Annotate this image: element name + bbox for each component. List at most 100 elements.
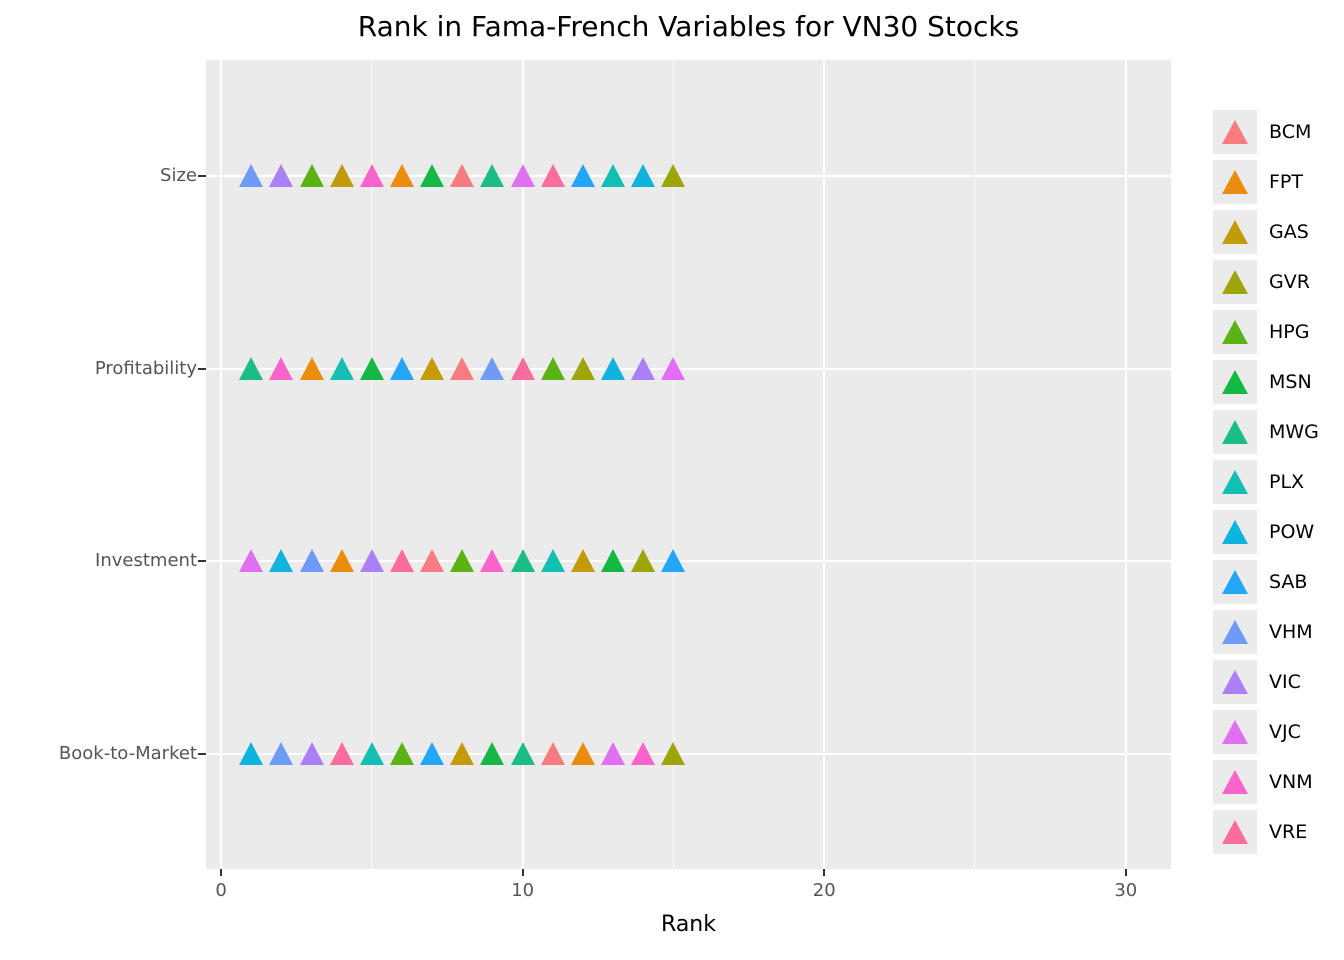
marker-investment-fpt (329, 549, 354, 572)
marker-book-to-market-pow (239, 742, 264, 766)
marker-profitability-vhm (480, 356, 505, 380)
legend-label-fpt: FPT (1269, 171, 1303, 193)
marker-investment-sab (661, 549, 686, 572)
y-tickmark-size (198, 175, 206, 177)
gridline-x-minor-15 (672, 60, 674, 869)
marker-investment-vic (359, 549, 384, 572)
legend-entry-msn: MSN (1213, 360, 1319, 404)
marker-investment-pow (269, 549, 294, 572)
gridline-x-minor-25 (974, 60, 976, 869)
triangle-marker-icon (1222, 270, 1248, 294)
triangle-marker-icon (1222, 470, 1248, 494)
legend-label-plx: PLX (1269, 471, 1305, 493)
gridline-x-minor-5 (371, 60, 373, 869)
legend-entry-pow: POW (1213, 510, 1319, 554)
x-tick-label-20: 20 (812, 880, 836, 901)
x-tickmark-10 (521, 869, 524, 876)
triangle-marker-icon (1222, 170, 1248, 194)
y-tick-label-investment: Investment (95, 550, 197, 571)
legend-label-vjc: VJC (1269, 721, 1301, 743)
y-tickmark-book-to-market (198, 753, 206, 756)
x-axis-title: Rank (661, 912, 716, 937)
marker-book-to-market-gvr (661, 742, 686, 766)
legend-label-bcm: BCM (1269, 121, 1312, 143)
x-tick-label-0: 0 (215, 880, 227, 901)
marker-profitability-gvr (570, 356, 595, 380)
marker-profitability-vnm (269, 356, 294, 380)
y-tick-label-size: Size (160, 165, 197, 186)
legend-entry-gas: GAS (1213, 210, 1319, 254)
chart-title: Rank in Fama-French Variables for VN30 S… (357, 10, 1020, 43)
legend-entry-vjc: VJC (1213, 710, 1319, 754)
marker-profitability-bcm (450, 356, 475, 380)
legend-entry-sab: SAB (1213, 560, 1319, 604)
legend-swatch-msn (1213, 360, 1257, 404)
legend-swatch-pow (1213, 510, 1257, 554)
marker-book-to-market-msn (480, 742, 505, 766)
marker-size-mwg (480, 164, 505, 187)
legend-entry-vhm: VHM (1213, 610, 1319, 654)
legend-label-gvr: GVR (1269, 271, 1310, 293)
marker-size-hpg (299, 164, 324, 187)
y-tick-label-book-to-market: Book-to-Market (58, 743, 197, 765)
marker-investment-vjc (239, 549, 264, 572)
triangle-marker-icon (1222, 420, 1248, 444)
legend: BCM FPT GAS GVR HPG MSN MWG PLX POW SAB VHM VIC VJC V… (1213, 110, 1319, 854)
legend-swatch-plx (1213, 460, 1257, 504)
legend-swatch-sab (1213, 560, 1257, 604)
legend-label-mwg: MWG (1269, 421, 1319, 443)
marker-size-plx (601, 164, 626, 187)
gridline-y-size (206, 175, 1171, 177)
triangle-marker-icon (1222, 720, 1248, 744)
legend-entry-vic: VIC (1213, 660, 1319, 704)
legend-swatch-vre (1213, 810, 1257, 854)
legend-label-vre: VRE (1269, 821, 1308, 843)
marker-size-vhm (239, 164, 264, 187)
marker-investment-msn (601, 549, 626, 572)
triangle-marker-icon (1222, 670, 1248, 694)
gridline-y-profitability (206, 367, 1171, 370)
marker-book-to-market-vhm (269, 742, 294, 766)
marker-investment-gas (570, 549, 595, 572)
legend-swatch-hpg (1213, 310, 1257, 354)
gridline-x-0 (220, 60, 223, 869)
marker-size-vre (540, 164, 565, 187)
legend-swatch-vhm (1213, 610, 1257, 654)
legend-entry-hpg: HPG (1213, 310, 1319, 354)
marker-profitability-mwg (239, 356, 264, 380)
marker-profitability-plx (329, 356, 354, 380)
x-tickmark-30 (1124, 869, 1127, 876)
marker-profitability-fpt (299, 356, 324, 380)
legend-entry-vnm: VNM (1213, 760, 1319, 804)
marker-profitability-sab (390, 356, 415, 380)
gridline-x-30 (1124, 60, 1127, 869)
legend-label-vhm: VHM (1269, 621, 1313, 643)
marker-profitability-vic (631, 356, 656, 380)
marker-book-to-market-vic (299, 742, 324, 766)
marker-profitability-gas (420, 356, 445, 380)
marker-book-to-market-vre (329, 742, 354, 766)
marker-book-to-market-gas (450, 742, 475, 766)
triangle-marker-icon (1222, 620, 1248, 644)
legend-label-vnm: VNM (1269, 771, 1313, 793)
triangle-marker-icon (1222, 520, 1248, 544)
gridline-y-book-to-market (206, 753, 1171, 756)
legend-label-hpg: HPG (1269, 321, 1310, 343)
legend-swatch-vnm (1213, 760, 1257, 804)
marker-book-to-market-vjc (601, 742, 626, 766)
marker-investment-mwg (510, 549, 535, 572)
marker-profitability-hpg (540, 356, 565, 380)
gridline-x-20 (823, 60, 826, 869)
legend-swatch-bcm (1213, 110, 1257, 154)
x-tick-label-30: 30 (1114, 880, 1138, 901)
marker-book-to-market-fpt (570, 742, 595, 766)
legend-swatch-fpt (1213, 160, 1257, 204)
marker-profitability-msn (359, 356, 384, 380)
legend-entry-bcm: BCM (1213, 110, 1319, 154)
marker-investment-plx (540, 549, 565, 572)
triangle-marker-icon (1222, 770, 1248, 794)
marker-book-to-market-sab (420, 742, 445, 766)
triangle-marker-icon (1222, 820, 1248, 844)
marker-size-vjc (510, 164, 535, 187)
